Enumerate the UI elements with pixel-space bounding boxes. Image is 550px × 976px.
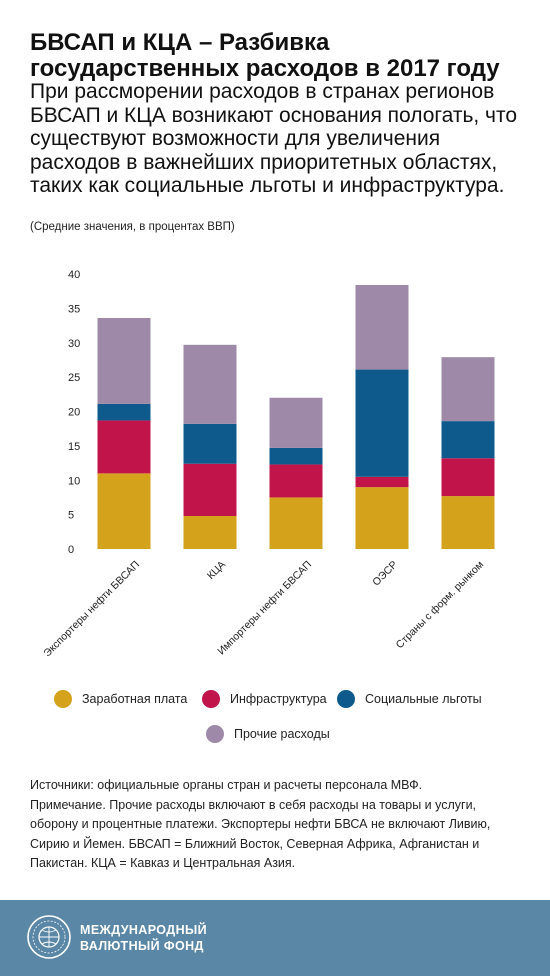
x-tick-label: Импортеры нефти БВСАП — [215, 559, 314, 658]
bar-segment — [441, 496, 495, 549]
x-tick-label: ОЭСР — [370, 559, 400, 589]
legend-label-infrastructure: Инфраструктура — [230, 692, 327, 706]
legend-swatch-other — [206, 725, 224, 743]
bar-segment — [355, 369, 409, 477]
y-tick-label: 30 — [68, 338, 80, 350]
y-tick-label: 35 — [68, 303, 80, 315]
footer-org-name: МЕЖДУНАРОДНЫЙ ВАЛЮТНЫЙ ФОНД — [80, 922, 207, 954]
bar-segment — [269, 397, 323, 448]
legend-swatch-wages — [54, 690, 72, 708]
legend-item-social-benefits: Социальные льготы — [337, 690, 482, 708]
bar-segment — [97, 473, 151, 549]
chart-legend: Заработная плата Инфраструктура Социальн… — [0, 682, 550, 752]
bar-segment — [441, 458, 495, 497]
bar-segment — [269, 464, 323, 498]
bar-segment — [355, 285, 409, 370]
units-note: (Средние значения, в процентах ВВП) — [30, 221, 235, 233]
legend-item-infrastructure: Инфраструктура — [202, 690, 327, 708]
bar-segment — [97, 318, 151, 404]
y-tick-label: 0 — [68, 544, 74, 556]
y-tick-label: 5 — [68, 510, 74, 522]
legend-label-social-benefits: Социальные льготы — [365, 692, 482, 706]
legend-label-wages: Заработная плата — [82, 692, 188, 706]
footer-org-line1: МЕЖДУНАРОДНЫЙ — [80, 923, 208, 937]
bar-segment — [269, 497, 323, 549]
legend-item-wages: Заработная плата — [54, 690, 187, 708]
footer-bar: МЕЖДУНАРОДНЫЙ ВАЛЮТНЫЙ ФОНД — [0, 900, 550, 976]
imf-seal-icon — [27, 915, 71, 959]
x-tick-label: Экспортеры нефти БВСАП — [41, 559, 142, 660]
y-tick-label: 40 — [68, 269, 80, 281]
bar-segment — [355, 487, 409, 549]
x-tick-label: КЦА — [205, 559, 228, 582]
bar-segment — [269, 447, 323, 465]
legend-swatch-social-benefits — [337, 690, 355, 708]
legend-swatch-infrastructure — [202, 690, 220, 708]
bar-segment — [183, 463, 237, 516]
remark-text: Примечание. Прочие расходы включают в се… — [30, 797, 491, 871]
sources-note: Источники: официальные органы стран и ра… — [30, 776, 525, 874]
chart-title: БВСАП и КЦА – Разбивка государственных р… — [30, 29, 500, 82]
bar-segment — [183, 423, 237, 464]
bar-segment — [355, 476, 409, 488]
y-tick-label: 25 — [68, 372, 80, 384]
sources-line: Источники: официальные органы стран и ра… — [30, 778, 423, 792]
chart-subtitle: При рассморении расходов в странах регио… — [30, 80, 518, 197]
x-tick-label: Страны с форм. рынком — [394, 559, 487, 652]
legend-label-other: Прочие расходы — [234, 727, 330, 741]
y-tick-label: 20 — [68, 407, 80, 419]
bar-segment — [97, 420, 151, 474]
bar-segment — [441, 357, 495, 422]
y-tick-label: 15 — [68, 441, 80, 453]
y-tick-label: 10 — [68, 475, 80, 487]
legend-item-other: Прочие расходы — [206, 725, 330, 743]
footer-org-line2: ВАЛЮТНЫЙ ФОНД — [80, 939, 204, 953]
stacked-bar-chart: 0 5 10 15 20 25 30 35 40 Экспортеры нефти БВСАП КЦ… — [41, 269, 495, 660]
bar-segment — [97, 403, 151, 421]
bar-segment — [183, 516, 237, 549]
bar-segment — [441, 421, 495, 459]
bar-segment — [183, 344, 237, 424]
